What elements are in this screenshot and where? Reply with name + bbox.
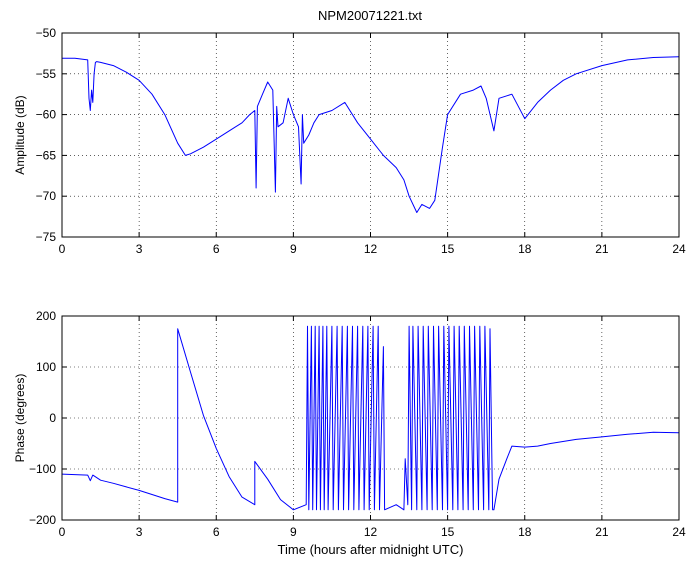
- amplitude-x-tick-label: 21: [595, 242, 609, 256]
- phase-x-tick-label: 18: [518, 525, 532, 539]
- amplitude-plot-area: [62, 33, 679, 237]
- amplitude-x-tick-label: 15: [441, 242, 455, 256]
- phase-plot: 0 3 6 9 12 15 18 21 24 −200 −100 0 100 200 Phase (degr…: [13, 309, 686, 557]
- phase-y-tick-label: 100: [36, 360, 56, 374]
- phase-y-tick-label: 200: [36, 309, 56, 323]
- amplitude-y-tick-label: −50: [36, 26, 57, 40]
- phase-x-tick-label: 24: [672, 525, 686, 539]
- amplitude-x-tick-label: 0: [59, 242, 66, 256]
- amplitude-y-tick-label: −70: [36, 189, 57, 203]
- phase-x-tick-label: 21: [595, 525, 609, 539]
- amplitude-y-tick-label: −65: [36, 148, 57, 162]
- phase-x-tick-label: 0: [59, 525, 66, 539]
- phase-x-tick-label: 12: [364, 525, 378, 539]
- phase-y-tick-label: −100: [29, 462, 56, 476]
- amplitude-y-tick-label: −75: [36, 230, 57, 244]
- amplitude-plot: 0 3 6 9 12 15 18 21 24 −75 −70 −65 −60 −55 −50 Amplitud…: [13, 26, 686, 256]
- phase-y-tick-label: 0: [49, 411, 56, 425]
- figure-title: NPM20071221.txt: [318, 8, 422, 23]
- amplitude-y-tick-label: −55: [36, 67, 57, 81]
- phase-x-tick-label: 9: [290, 525, 297, 539]
- phase-series-line: [61, 325, 680, 511]
- phase-y-tick-label: −200: [29, 513, 56, 527]
- amplitude-x-tick-label: 9: [290, 242, 297, 256]
- amplitude-x-tick-label: 6: [213, 242, 220, 256]
- phase-x-tick-label: 15: [441, 525, 455, 539]
- amplitude-x-tick-label: 3: [136, 242, 143, 256]
- amplitude-x-tick-label: 24: [672, 242, 686, 256]
- amplitude-series-line: [62, 56, 680, 213]
- phase-x-tick-label: 3: [136, 525, 143, 539]
- amplitude-y-axis-label: Amplitude (dB): [13, 95, 27, 174]
- amplitude-y-tick-label: −60: [36, 108, 57, 122]
- amplitude-x-tick-label: 18: [518, 242, 532, 256]
- phase-y-axis-label: Phase (degrees): [13, 374, 27, 463]
- phase-x-tick-label: 6: [213, 525, 220, 539]
- amplitude-x-tick-label: 12: [364, 242, 378, 256]
- phase-x-axis-label: Time (hours after midnight UTC): [278, 542, 464, 557]
